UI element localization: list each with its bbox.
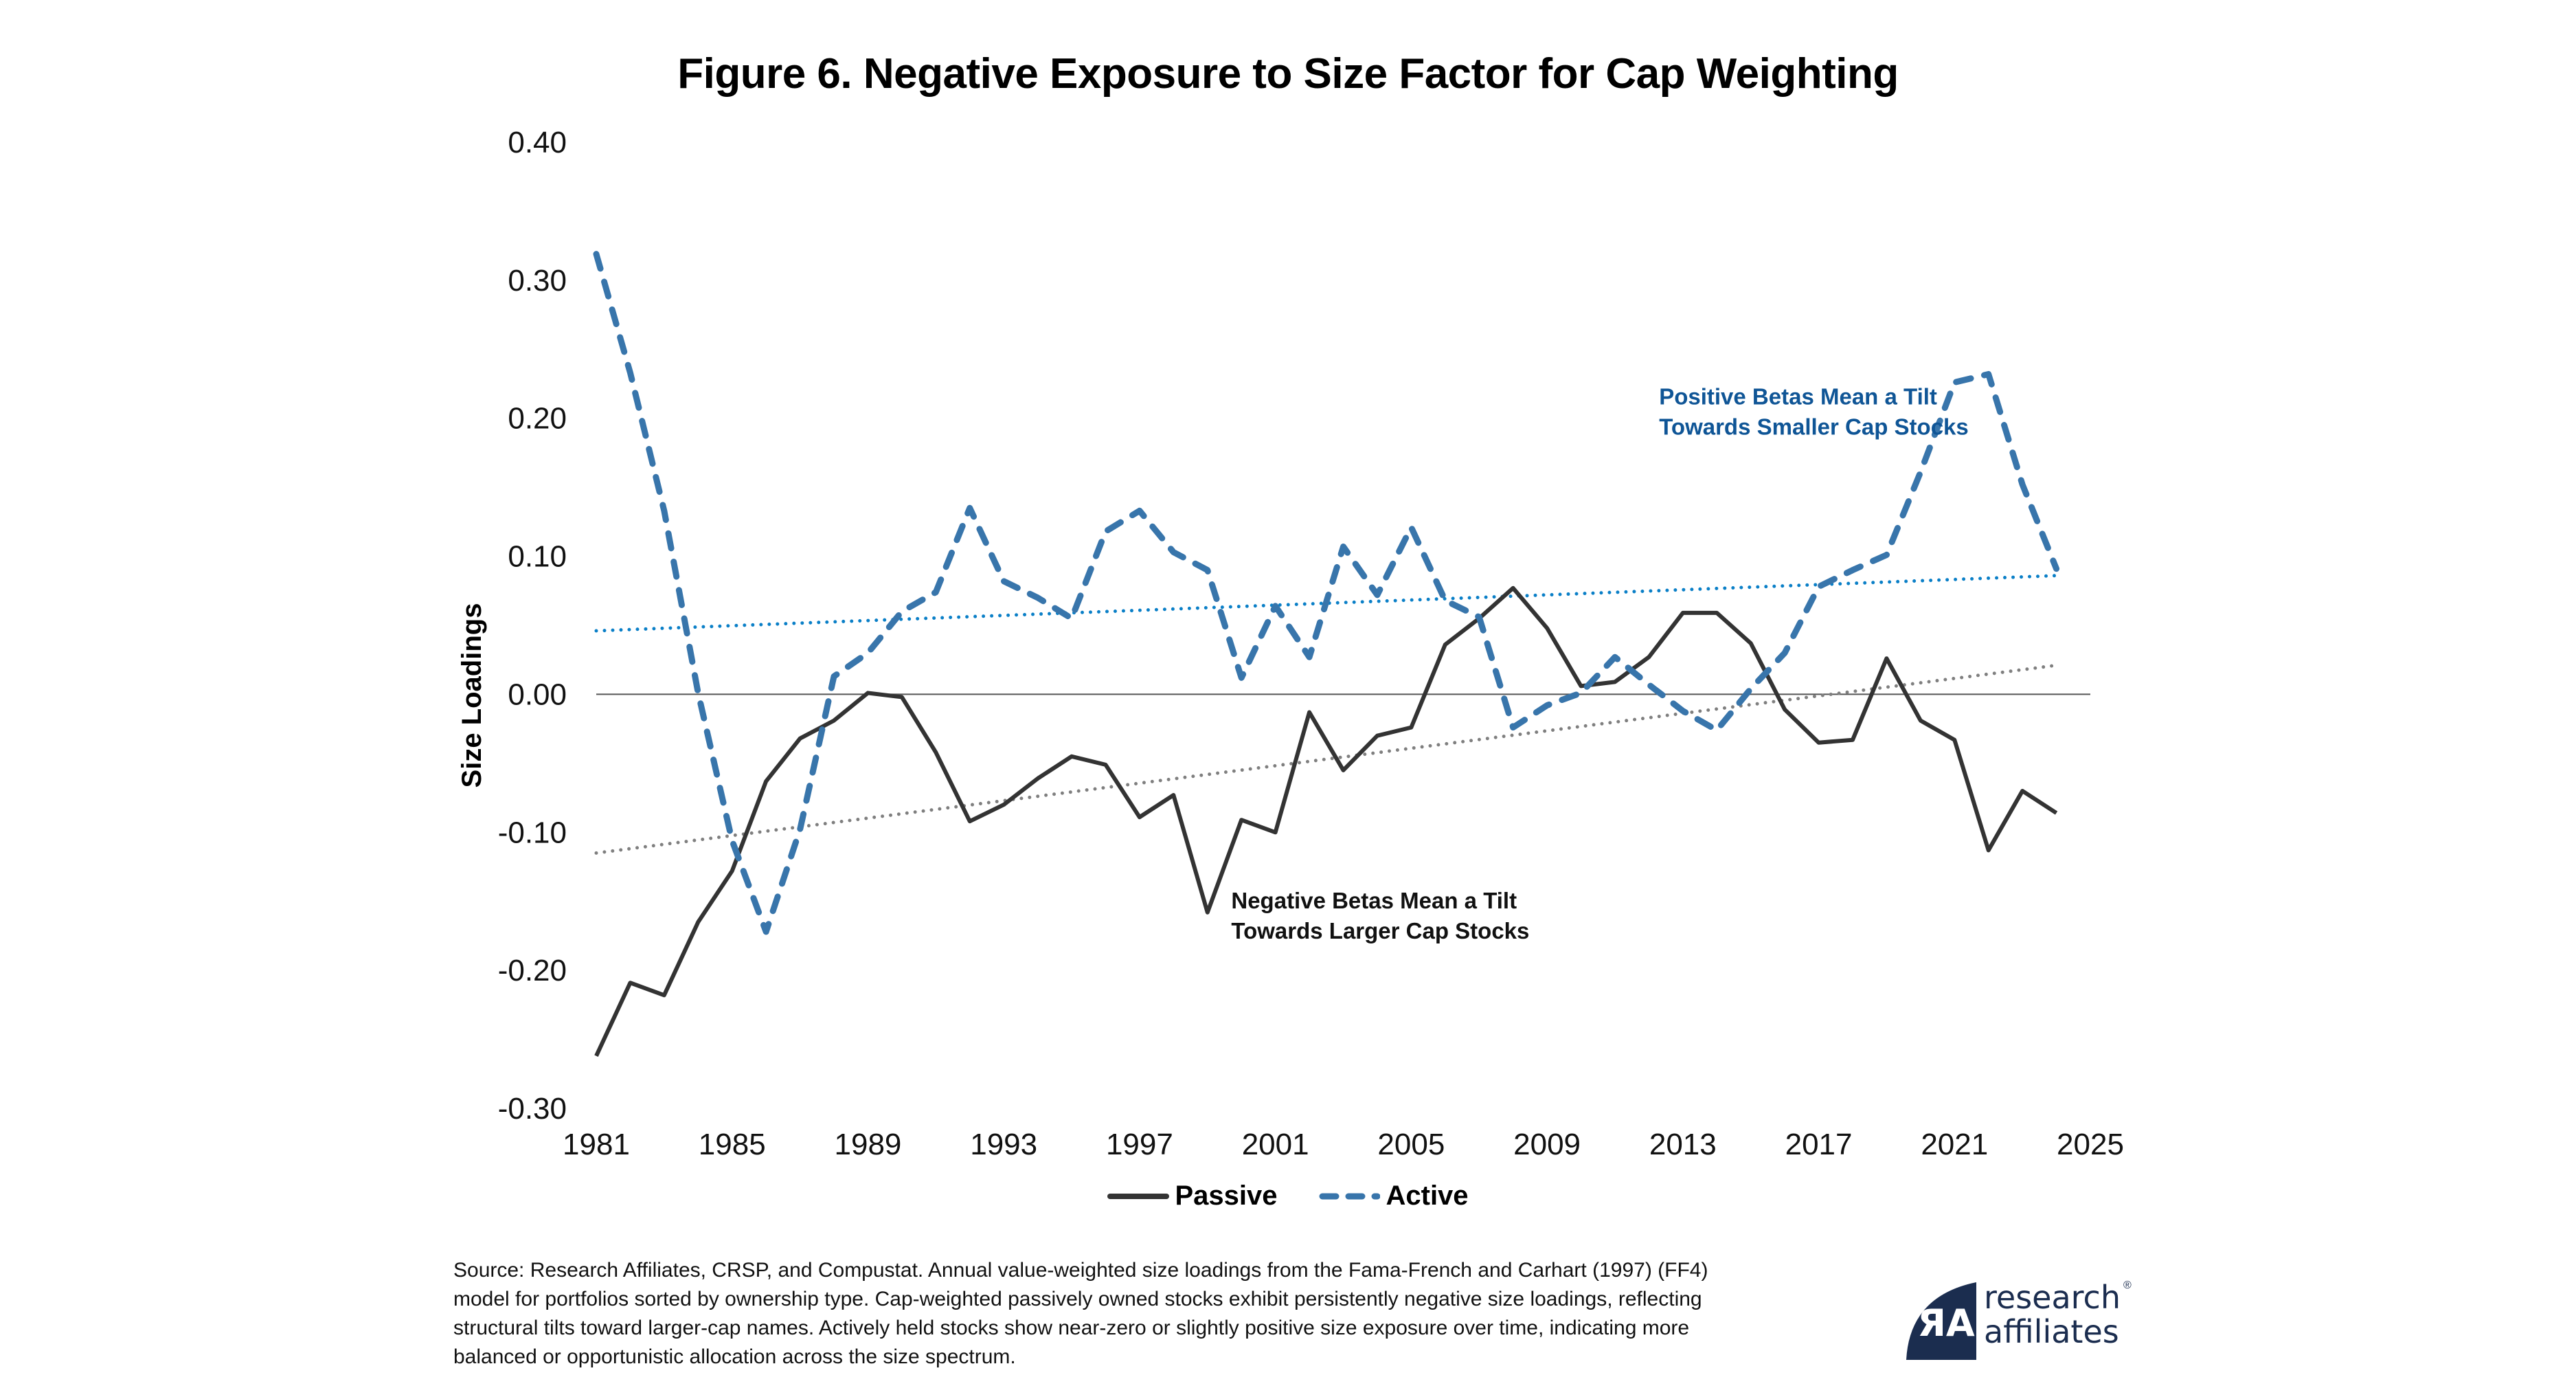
y-tick-label: 0.40 [508,126,567,159]
logo-registered-mark: ® [2123,1279,2132,1291]
legend-item-active: Active [1318,1181,1469,1211]
x-tick-label: 2017 [1785,1128,1853,1161]
y-tick-label: 0.10 [508,540,567,574]
series-passive-line [594,585,2058,1057]
y-axis-ticks: 0.40 0.30 0.20 0.10 0.00 -0.10 -0.20 -0.30 [498,126,567,1126]
research-affiliates-logo: ЯA research affiliates ® [1906,1279,2133,1365]
logo-text-affiliates: affiliates [1984,1313,2119,1350]
logo-mark-icon: ЯA [1906,1282,1976,1360]
svg-text:ЯA: ЯA [1917,1301,1975,1345]
x-tick-label: 2025 [2057,1128,2124,1161]
x-tick-label: 2005 [1377,1128,1445,1161]
y-tick-label: 0.20 [508,402,567,436]
x-tick-label: 2013 [1649,1128,1717,1161]
legend-label-passive: Passive [1175,1181,1278,1211]
source-footnote: Source: Research Affiliates, CRSP, and C… [453,1259,1708,1368]
legend-swatch-passive [1107,1193,1170,1199]
y-tick-label: -0.30 [498,1092,567,1126]
legend-swatch-active [1319,1193,1381,1199]
y-tick-label: 0.30 [508,264,567,298]
x-tick-label: 1997 [1106,1128,1173,1161]
x-tick-label: 2021 [1921,1128,1988,1161]
y-tick-label: 0.00 [508,678,567,711]
annotation-negative-betas: Negative Betas Mean a Tilt Towards Larger… [1231,888,1529,943]
x-tick-label: 1981 [563,1128,630,1161]
annotation-positive-betas: Positive Betas Mean a Tilt Towards Smalle… [1659,384,1969,440]
x-tick-label: 2009 [1513,1128,1581,1161]
y-tick-label: -0.10 [498,816,567,849]
x-tick-label: 1993 [970,1128,1037,1161]
legend-item-passive: Passive [1107,1181,1277,1211]
x-tick-label: 1989 [835,1128,902,1161]
line-chart: 0.40 0.30 0.20 0.10 0.00 -0.10 -0.20 -0.30 1981… [457,126,2124,1161]
x-tick-label: 2001 [1242,1128,1309,1161]
y-axis-label: Size Loadings [457,603,487,788]
series-active-line [593,251,2060,935]
passive-trend-line [594,663,2059,855]
x-axis-ticks: 1981 1985 1989 1993 1997 2001 2005 2009 2013 2017… [563,1128,2124,1161]
logo-text-research: research [1984,1279,2121,1316]
legend: Passive Active [0,1181,2576,1211]
legend-label-active: Active [1386,1181,1469,1211]
y-tick-label: -0.20 [498,954,567,987]
x-tick-label: 1985 [699,1128,766,1161]
chart-title: Figure 6. Negative Exposure to Size Fact… [677,50,1899,98]
